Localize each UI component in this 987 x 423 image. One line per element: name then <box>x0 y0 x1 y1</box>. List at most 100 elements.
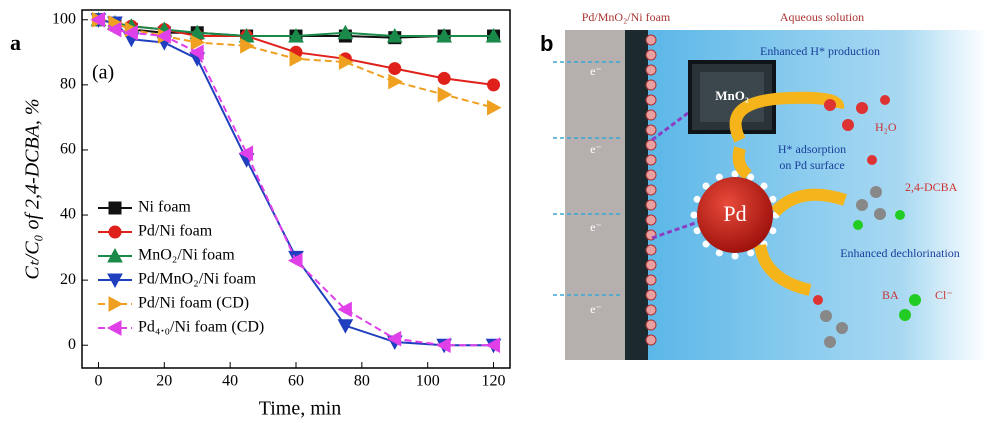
marker <box>437 86 453 103</box>
atom <box>899 309 911 321</box>
y-tick-label: 80 <box>60 76 76 93</box>
panel-label: a <box>10 30 21 55</box>
pd-particle <box>645 214 657 226</box>
mno2-label: MnO₂ <box>715 88 749 103</box>
y-tick-label: 0 <box>68 336 76 353</box>
x-axis-label: Time, min <box>259 398 342 420</box>
diagram: Pd/MnO₂/Ni foam Aqueous solution e⁻ e⁻ e… <box>540 10 987 360</box>
atom <box>813 295 823 305</box>
x-tick-label: 120 <box>482 373 506 390</box>
y-axis-label: Cₜ/C₀ of 2,4-DCBA, % <box>22 98 44 279</box>
marker <box>123 24 138 41</box>
step-3: Enhanced dechlorination <box>840 246 960 260</box>
pd-particle <box>645 64 657 76</box>
x-tick-label: 100 <box>416 373 440 390</box>
atom <box>856 102 868 114</box>
pd-particle <box>645 169 657 181</box>
x-tick-label: 40 <box>222 373 238 390</box>
atom <box>870 186 882 198</box>
plot-frame <box>81 9 511 369</box>
legend-label: Ni foam <box>138 199 191 216</box>
atom <box>867 155 877 165</box>
pd-particle <box>645 289 657 301</box>
marker <box>487 78 501 92</box>
adsorbed-h <box>747 249 755 257</box>
pd-particle <box>645 109 657 121</box>
marker <box>90 11 105 28</box>
marker <box>156 28 171 44</box>
marker <box>189 44 204 61</box>
marker <box>487 99 502 116</box>
marker <box>289 50 305 67</box>
pd-sphere <box>697 177 773 253</box>
pd-particle <box>645 124 657 136</box>
marker <box>337 319 354 334</box>
electron: e⁻ <box>590 64 602 78</box>
adsorbed-h <box>747 173 755 181</box>
legend-label: MnO₂/Ni foam <box>138 247 235 264</box>
atom <box>909 294 921 306</box>
panel-label: b <box>540 31 553 56</box>
legend-label: Pd/Ni foam <box>138 223 213 240</box>
adsorbed-h <box>690 211 698 219</box>
pd-particle <box>645 139 657 151</box>
marker <box>337 301 352 318</box>
electron: e⁻ <box>590 302 602 316</box>
atom <box>853 220 863 230</box>
marker <box>485 27 502 43</box>
marker <box>386 330 402 347</box>
marker <box>107 273 123 289</box>
marker <box>107 247 123 263</box>
h2o-label: H₂O <box>875 120 897 134</box>
marker <box>437 71 451 85</box>
adsorbed-h <box>693 227 701 235</box>
adsorbed-h <box>769 195 777 203</box>
y-tick-label: 60 <box>60 141 76 158</box>
atom <box>824 99 836 111</box>
electrode-label: Pd/MnO₂/Ni foam <box>582 10 671 24</box>
pd-particles <box>645 34 780 346</box>
marker <box>436 337 451 354</box>
marker <box>108 201 122 215</box>
cl-label: Cl⁻ <box>935 288 953 302</box>
pd-particle <box>645 94 657 106</box>
marker <box>485 337 501 354</box>
pd-particle <box>645 79 657 91</box>
step-2: on Pd surface <box>779 158 844 172</box>
atom <box>820 310 832 322</box>
molecules <box>813 95 921 348</box>
pd-label: Pd <box>723 201 746 226</box>
pd-particle <box>645 34 657 46</box>
pd-particle <box>645 49 657 61</box>
y-tick-label: 40 <box>60 206 76 223</box>
legend-label: Pd/MnO₂/Ni foam <box>138 271 257 288</box>
adsorbed-h <box>760 182 768 190</box>
legend-label: Pd₄.₀/Ni foam (CD) <box>138 319 264 336</box>
dcba-label: 2,4-DCBA <box>905 180 958 194</box>
marker <box>337 24 354 40</box>
adsorbed-h <box>702 240 710 248</box>
pd-particle <box>645 304 657 316</box>
atom <box>842 119 854 131</box>
x-tick-label: 0 <box>94 373 102 390</box>
marker <box>338 54 354 70</box>
ni-foam <box>565 30 625 360</box>
adsorbed-h <box>731 252 739 260</box>
marker <box>436 27 452 43</box>
atom <box>836 322 848 334</box>
marker <box>388 73 403 90</box>
marker <box>240 37 255 54</box>
pd-particle <box>645 334 657 346</box>
solution-label: Aqueous solution <box>780 10 864 24</box>
marker <box>238 145 254 162</box>
adsorbed-h <box>731 170 739 178</box>
electron: e⁻ <box>590 220 602 234</box>
marker <box>288 27 304 43</box>
marker <box>388 62 402 76</box>
marker <box>106 21 122 38</box>
y-tick-label: 100 <box>52 10 76 27</box>
series-line <box>97 18 494 347</box>
atom <box>895 210 905 220</box>
pd-particle <box>645 199 657 211</box>
